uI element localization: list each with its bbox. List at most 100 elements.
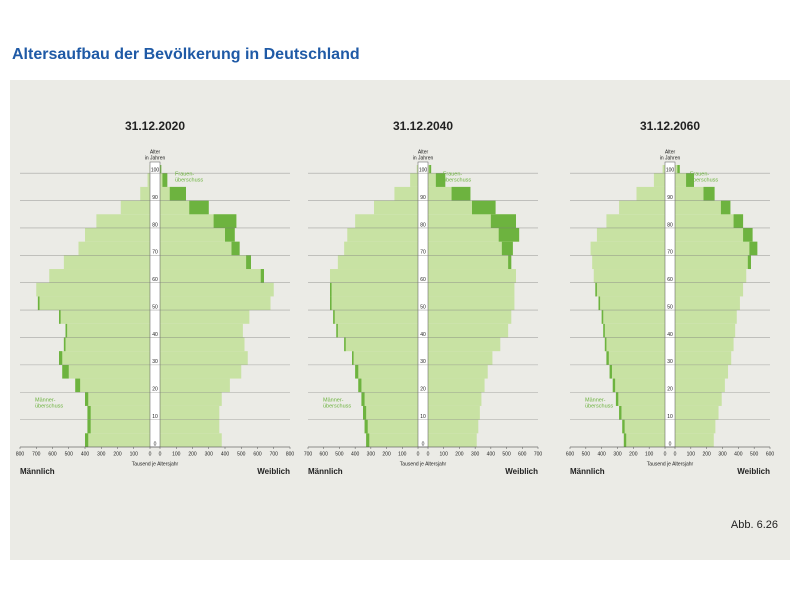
female-bar — [160, 310, 250, 324]
y-tick-label: 50 — [667, 304, 673, 310]
female-excess-label: überschuss — [690, 177, 718, 183]
male-excess — [37, 296, 40, 311]
x-tick-label: 0 — [664, 451, 667, 457]
x-tick-label: 600 — [48, 451, 57, 457]
female-bar — [160, 405, 220, 420]
female-bar — [428, 323, 509, 338]
x-tick-label: 500 — [65, 451, 74, 457]
y-tick-label: 40 — [420, 332, 426, 338]
female-bar — [675, 337, 734, 352]
x-tick-label: 200 — [702, 451, 711, 457]
male-bar — [662, 165, 665, 174]
male-bar — [606, 214, 665, 228]
female-excess — [169, 186, 186, 201]
y-axis-label: Alter — [150, 149, 161, 155]
male-excess — [87, 405, 91, 420]
female-bar — [428, 296, 515, 311]
y-tick-label: 70 — [667, 250, 673, 256]
x-tick-label: 200 — [382, 451, 391, 457]
female-excess-label: überschuss — [443, 177, 471, 183]
x-tick-label: 0 — [427, 451, 430, 457]
female-bar — [160, 392, 222, 406]
male-bar — [355, 214, 418, 228]
male-excess — [330, 282, 332, 297]
x-tick-label: 300 — [718, 451, 727, 457]
x-tick-label: 600 — [766, 451, 775, 457]
male-bar — [63, 255, 150, 270]
x-tick-label: 500 — [582, 451, 591, 457]
male-excess — [85, 392, 89, 406]
male-label: Männlich — [570, 467, 605, 476]
male-bar — [622, 419, 665, 434]
male-bar — [596, 227, 665, 242]
male-bar — [85, 227, 150, 242]
male-label: Männlich — [308, 467, 343, 476]
y-tick-label: 20 — [420, 387, 426, 393]
female-excess — [162, 173, 168, 187]
x-tick-label: 400 — [597, 451, 606, 457]
y-tick-label: 80 — [667, 222, 673, 228]
female-excess — [451, 186, 471, 201]
female-bar — [160, 351, 248, 365]
y-tick-label: 30 — [667, 359, 673, 365]
male-excess — [606, 351, 609, 365]
male-bar — [590, 241, 665, 256]
female-bar — [428, 364, 488, 379]
female-excess — [225, 227, 235, 242]
male-bar — [75, 378, 150, 393]
y-axis-label: in Jahren — [145, 155, 166, 161]
x-tick-label: 700 — [32, 451, 41, 457]
female-label: Weiblich — [505, 467, 538, 476]
female-excess — [246, 255, 251, 270]
female-bar — [675, 364, 729, 379]
female-bar — [675, 282, 744, 297]
female-bar — [160, 241, 240, 256]
female-bar — [675, 419, 716, 434]
y-tick-label: 90 — [420, 195, 426, 201]
male-bar — [592, 255, 665, 270]
x-tick-label: 600 — [320, 451, 329, 457]
female-excess — [501, 241, 513, 256]
male-bar — [59, 310, 150, 324]
male-bar — [394, 186, 418, 201]
female-excess-label: Frauen- — [443, 171, 462, 177]
female-excess — [472, 200, 496, 215]
y-tick-label: 50 — [420, 304, 426, 310]
male-excess — [603, 323, 605, 338]
female-excess — [720, 200, 731, 215]
male-bar — [85, 433, 150, 447]
male-bar — [147, 173, 150, 187]
x-tick-label: 0 — [674, 451, 677, 457]
male-bar — [636, 186, 665, 201]
male-excess — [333, 310, 335, 324]
male-bar — [619, 405, 665, 420]
y-tick-label: 70 — [152, 250, 158, 256]
female-bar — [428, 419, 479, 434]
male-excess-label: Männer- — [323, 397, 344, 403]
male-excess — [336, 323, 338, 338]
female-excess-label: Frauen- — [690, 171, 709, 177]
female-bar — [428, 337, 501, 352]
female-bar — [675, 323, 736, 338]
male-bar — [330, 269, 418, 283]
male-bar — [78, 241, 150, 256]
y-tick-label: 90 — [667, 195, 673, 201]
female-excess — [498, 227, 520, 242]
male-excess — [65, 323, 68, 338]
y-tick-label: 40 — [152, 332, 158, 338]
y-tick-label: 100 — [151, 168, 160, 174]
chart-title: 31.12.2020 — [125, 119, 185, 133]
male-excess — [63, 337, 66, 352]
female-bar — [675, 433, 714, 447]
y-tick-label: 80 — [152, 222, 158, 228]
female-bar — [428, 282, 515, 297]
x-tick-label: 600 — [566, 451, 575, 457]
y-tick-label: 50 — [152, 304, 158, 310]
y-tick-label: 60 — [667, 277, 673, 283]
female-bar — [160, 296, 271, 311]
male-excess — [619, 405, 622, 420]
y-tick-label: 20 — [152, 387, 158, 393]
female-bar — [675, 200, 731, 215]
male-bar — [606, 351, 665, 365]
x-tick-label: 500 — [502, 451, 511, 457]
